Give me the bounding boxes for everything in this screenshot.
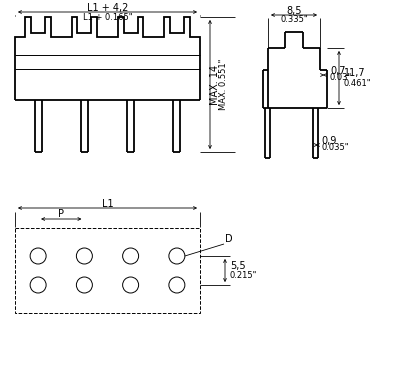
Text: 0.035": 0.035" (321, 144, 348, 152)
Text: 11,7: 11,7 (344, 68, 366, 78)
Text: 0.03": 0.03" (330, 73, 352, 82)
Text: MAX. 14: MAX. 14 (210, 65, 220, 105)
Text: P: P (58, 209, 64, 219)
Text: 5,5: 5,5 (230, 260, 246, 270)
Text: 8,5: 8,5 (286, 6, 302, 16)
Text: 0.215": 0.215" (230, 271, 257, 280)
Text: L1 + 4,2: L1 + 4,2 (87, 3, 128, 13)
Text: MAX. 0.551": MAX. 0.551" (220, 59, 228, 110)
Text: 0,9: 0,9 (321, 136, 336, 146)
Bar (15, 228, 200, 313)
Text: L1: L1 (102, 199, 113, 209)
Text: 0.461": 0.461" (344, 79, 372, 88)
Text: L1 + 0.165": L1 + 0.165" (83, 13, 132, 22)
Text: D: D (225, 234, 233, 244)
Text: 0.335": 0.335" (280, 16, 308, 24)
Text: 0,7: 0,7 (330, 66, 346, 76)
